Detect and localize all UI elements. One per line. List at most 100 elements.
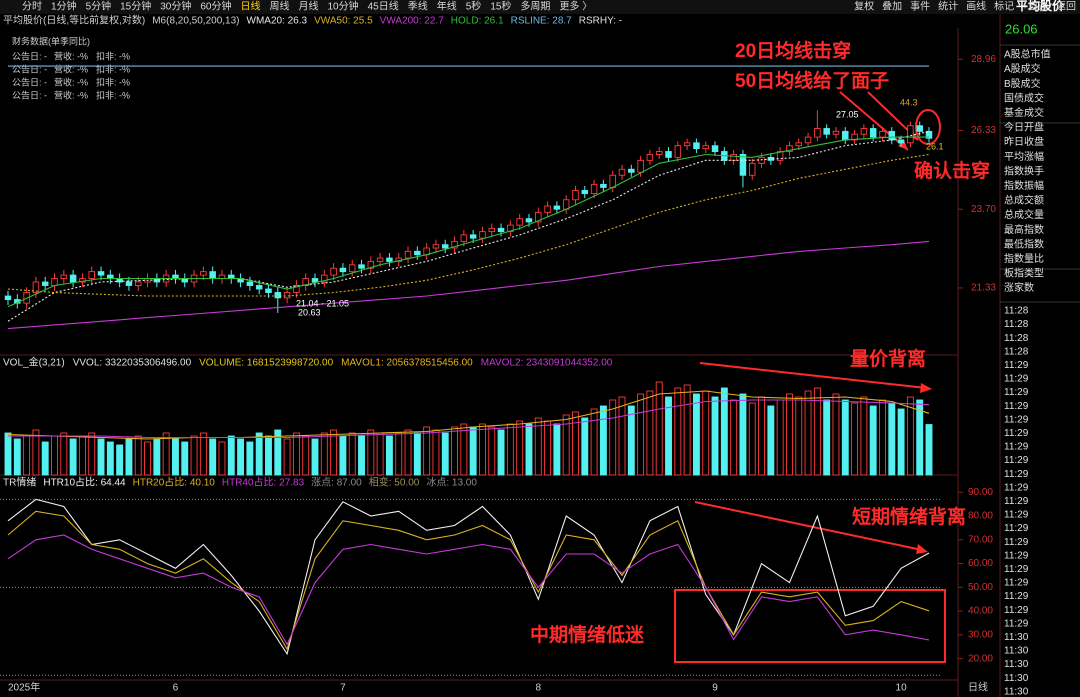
legend-entry: 涨点: 87.00 (311, 477, 362, 489)
side-tick: 11:29 (1004, 387, 1029, 398)
candle-body (618, 168, 626, 176)
volume-bar (609, 399, 617, 476)
candle-body (823, 128, 830, 135)
chart-title: VOL_金(3,21) (3, 356, 65, 369)
volume-bar (348, 432, 356, 476)
candle-body (590, 183, 598, 195)
volume-bar (479, 423, 486, 476)
period-tab[interactable]: 30分钟 (160, 0, 191, 13)
candle-body (293, 285, 300, 293)
candle-body (479, 231, 486, 239)
candle-body (637, 159, 644, 173)
side-tick: 11:30 (1004, 646, 1029, 657)
period-tab[interactable]: 15分钟 (120, 0, 151, 13)
candle-body (283, 292, 291, 299)
x-tick-label: 8 (535, 683, 541, 694)
side-tick: 11:29 (1004, 360, 1029, 371)
legend-entry: HOLD: 26.1 (451, 16, 504, 27)
volume-bar (739, 393, 747, 476)
volume-bar (311, 438, 319, 476)
side-tick: 11:29 (1004, 442, 1029, 453)
volume-bar (813, 387, 821, 476)
period-tab[interactable]: 60分钟 (200, 0, 231, 13)
period-tab[interactable]: 1分钟 (51, 0, 77, 13)
volume-bar (330, 429, 338, 476)
volume-bar (590, 408, 598, 476)
candle-body (869, 128, 877, 138)
period-tab[interactable]: 45日线 (368, 0, 399, 13)
side-title: 平均股价 (1016, 0, 1065, 13)
volume-bar (60, 432, 68, 476)
period-tab[interactable]: 10分钟 (328, 0, 359, 13)
candle-body (516, 218, 523, 226)
volume-bar (562, 414, 570, 476)
side-field: B股成交 (1004, 77, 1041, 90)
period-tab[interactable]: 5分钟 (86, 0, 112, 13)
side-tick: 11:28 (1004, 319, 1029, 330)
y-tick-label: 80.00 (968, 511, 993, 522)
period-tab[interactable]: 日线 (241, 0, 261, 13)
period-tab[interactable]: 更多 〉 (559, 0, 592, 13)
candle-body (497, 227, 505, 233)
period-tab[interactable]: 月线 (299, 0, 319, 13)
annotation-box (674, 589, 946, 663)
financial-cell: 公告日: - (12, 50, 47, 61)
volume-bar (69, 438, 77, 476)
volume-bar (823, 399, 831, 476)
annotation-arrow (694, 501, 923, 551)
y-tick-label: 28.96 (971, 54, 996, 65)
candle-body (97, 271, 105, 276)
candle-body (79, 278, 86, 283)
volume-bar (832, 393, 840, 476)
toolbar-action[interactable]: 复权 (854, 0, 874, 13)
candle-body (69, 274, 77, 283)
period-tab[interactable]: 年线 (437, 0, 457, 13)
price-label: 21.04 - 21.05 (296, 298, 349, 308)
callout: 中期情绪低迷 (530, 623, 645, 646)
volume-bar (237, 438, 245, 476)
volume-bar (869, 405, 877, 476)
candle-body (255, 285, 263, 290)
volume-bar (525, 423, 533, 476)
period-tab[interactable]: 5秒 (466, 0, 482, 13)
volume-bar (627, 405, 635, 476)
volume-bar (32, 429, 40, 476)
toolbar-action[interactable]: 统计 (938, 0, 958, 13)
y-tick-label: 90.00 (968, 487, 993, 498)
legend-entry: VOLUME: 1681523998720.00 (199, 358, 333, 369)
toolbar-action[interactable]: 叠加 (882, 1, 902, 13)
toolbar-action[interactable]: 画线 (966, 0, 986, 13)
chart-title: 平均股价(日线,等比前复权,对数) (3, 14, 145, 27)
candle-body (786, 145, 793, 152)
volume-bar (618, 396, 626, 476)
candle-body (665, 151, 672, 158)
volume-bar (23, 435, 31, 476)
toolbar-action[interactable]: 返回 (1056, 1, 1076, 13)
volume-bar (851, 402, 859, 476)
candle-body (525, 218, 533, 223)
side-tick: 11:28 (1004, 346, 1029, 357)
series-line (7, 240, 930, 330)
period-tab[interactable]: 周线 (270, 0, 290, 13)
toolbar-action[interactable]: +自选 (1022, 0, 1048, 13)
period-tab[interactable]: 15秒 (490, 0, 511, 13)
period-tab[interactable]: 季线 (408, 0, 428, 13)
y-tick-label: 26.33 (971, 125, 996, 136)
volume-bar (97, 438, 105, 476)
candle-body (804, 136, 812, 144)
candle-body (200, 271, 207, 276)
financial-cell: 扣非: -% (96, 63, 130, 74)
toolbar-action[interactable]: 事件 (910, 0, 930, 13)
side-tick: 11:30 (1004, 673, 1029, 684)
period-tab[interactable]: 分时 (22, 1, 42, 13)
side-tick: 11:30 (1004, 659, 1029, 670)
volume-bar (646, 390, 654, 476)
financial-cell: 公告日: - (12, 76, 47, 87)
legend-entry: RSRHY: - (579, 16, 622, 27)
volume-bar (292, 432, 300, 476)
period-tab[interactable]: 多周期 (520, 0, 550, 13)
volume-bar (283, 438, 291, 476)
candle-body (460, 234, 468, 242)
toolbar-action[interactable]: 标记 (994, 1, 1014, 13)
volume-bar (879, 399, 886, 476)
